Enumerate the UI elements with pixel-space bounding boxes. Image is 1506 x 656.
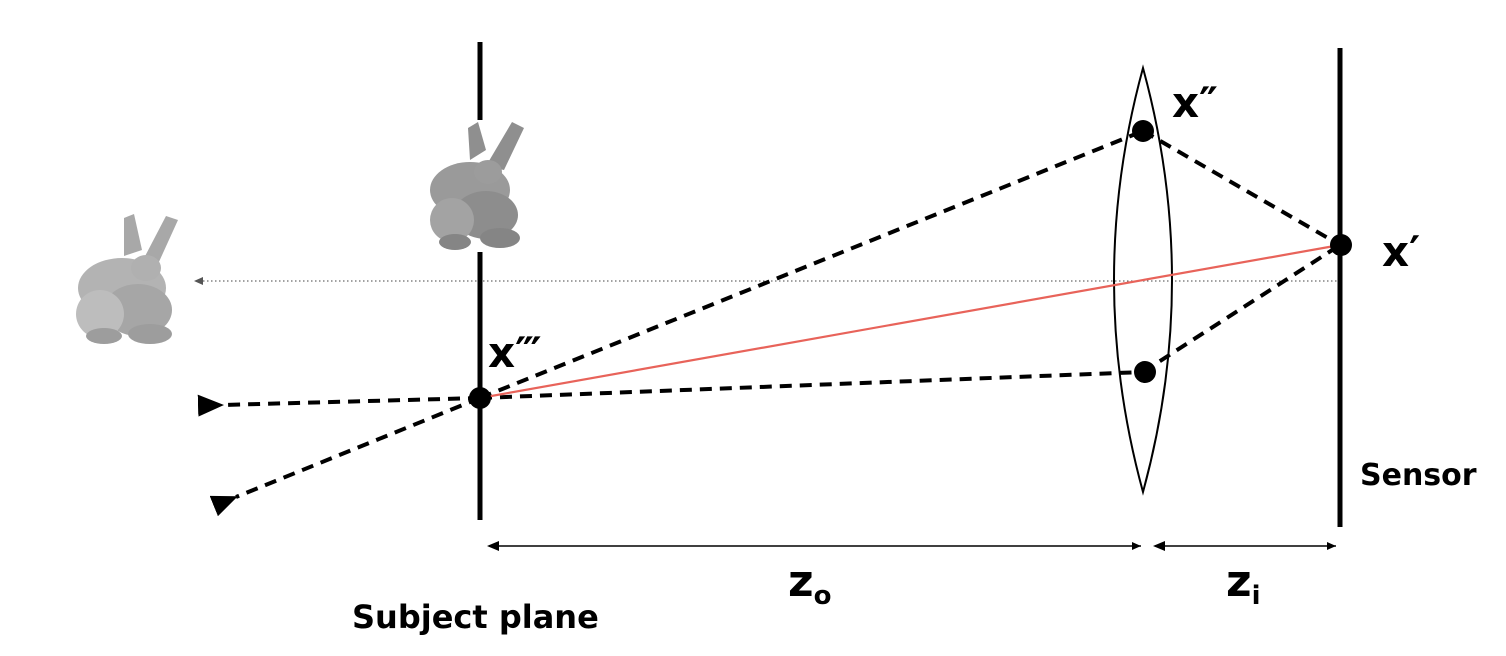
ray-subject-to-lens-top	[479, 129, 1144, 400]
bunny-icon	[430, 122, 524, 250]
z-object-arrow-left-head	[487, 541, 499, 551]
ray-subject-to-lens-bottom	[479, 370, 1144, 400]
label-subject-plane: Subject plane	[352, 598, 599, 636]
point-lens-bottom	[1134, 361, 1156, 383]
bunny-icon	[76, 214, 178, 344]
dashed-rays	[197, 129, 1342, 517]
chief-ray	[479, 243, 1341, 400]
label-z-image-main: z	[1226, 556, 1252, 607]
z-image-arrow-left-head	[1153, 541, 1165, 551]
lens	[1113, 64, 1173, 496]
point-x-lens-top	[1132, 120, 1154, 142]
point-x-sensor	[1330, 234, 1352, 256]
point-x-subject	[469, 387, 491, 409]
ray-back-extension-lower	[209, 396, 481, 517]
ray-lens-top-to-sensor	[1141, 129, 1342, 247]
label-x-lens-top: x″	[1172, 78, 1218, 127]
label-z-object: zo	[788, 556, 831, 611]
label-z-image: zi	[1226, 556, 1261, 611]
label-sensor: Sensor	[1360, 458, 1477, 493]
label-x-sensor: x′	[1382, 227, 1420, 276]
label-z-image-sub: i	[1252, 581, 1261, 611]
label-x-subject: x‴	[488, 328, 542, 377]
label-z-object-sub: o	[814, 581, 832, 611]
label-z-object-main: z	[788, 556, 814, 607]
ray-back-extension-upper	[197, 394, 481, 417]
